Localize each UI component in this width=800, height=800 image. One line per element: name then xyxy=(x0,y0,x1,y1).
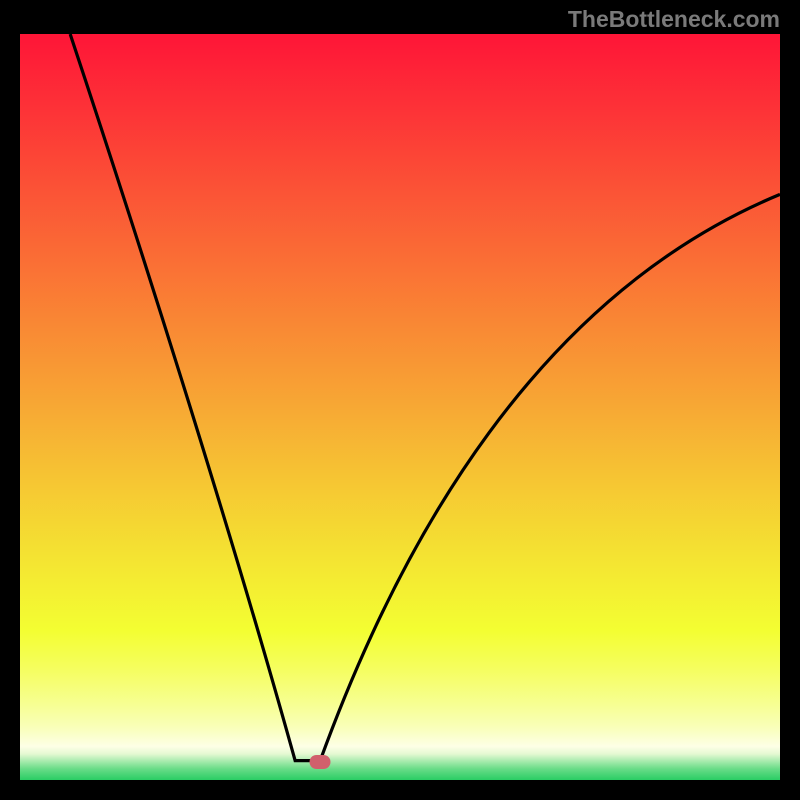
chart-frame: TheBottleneck.com xyxy=(0,0,800,800)
trough-marker xyxy=(310,755,331,769)
curve-layer xyxy=(20,34,780,780)
v-curve-path xyxy=(70,34,780,761)
plot-area xyxy=(20,34,780,780)
watermark-text: TheBottleneck.com xyxy=(568,6,780,33)
